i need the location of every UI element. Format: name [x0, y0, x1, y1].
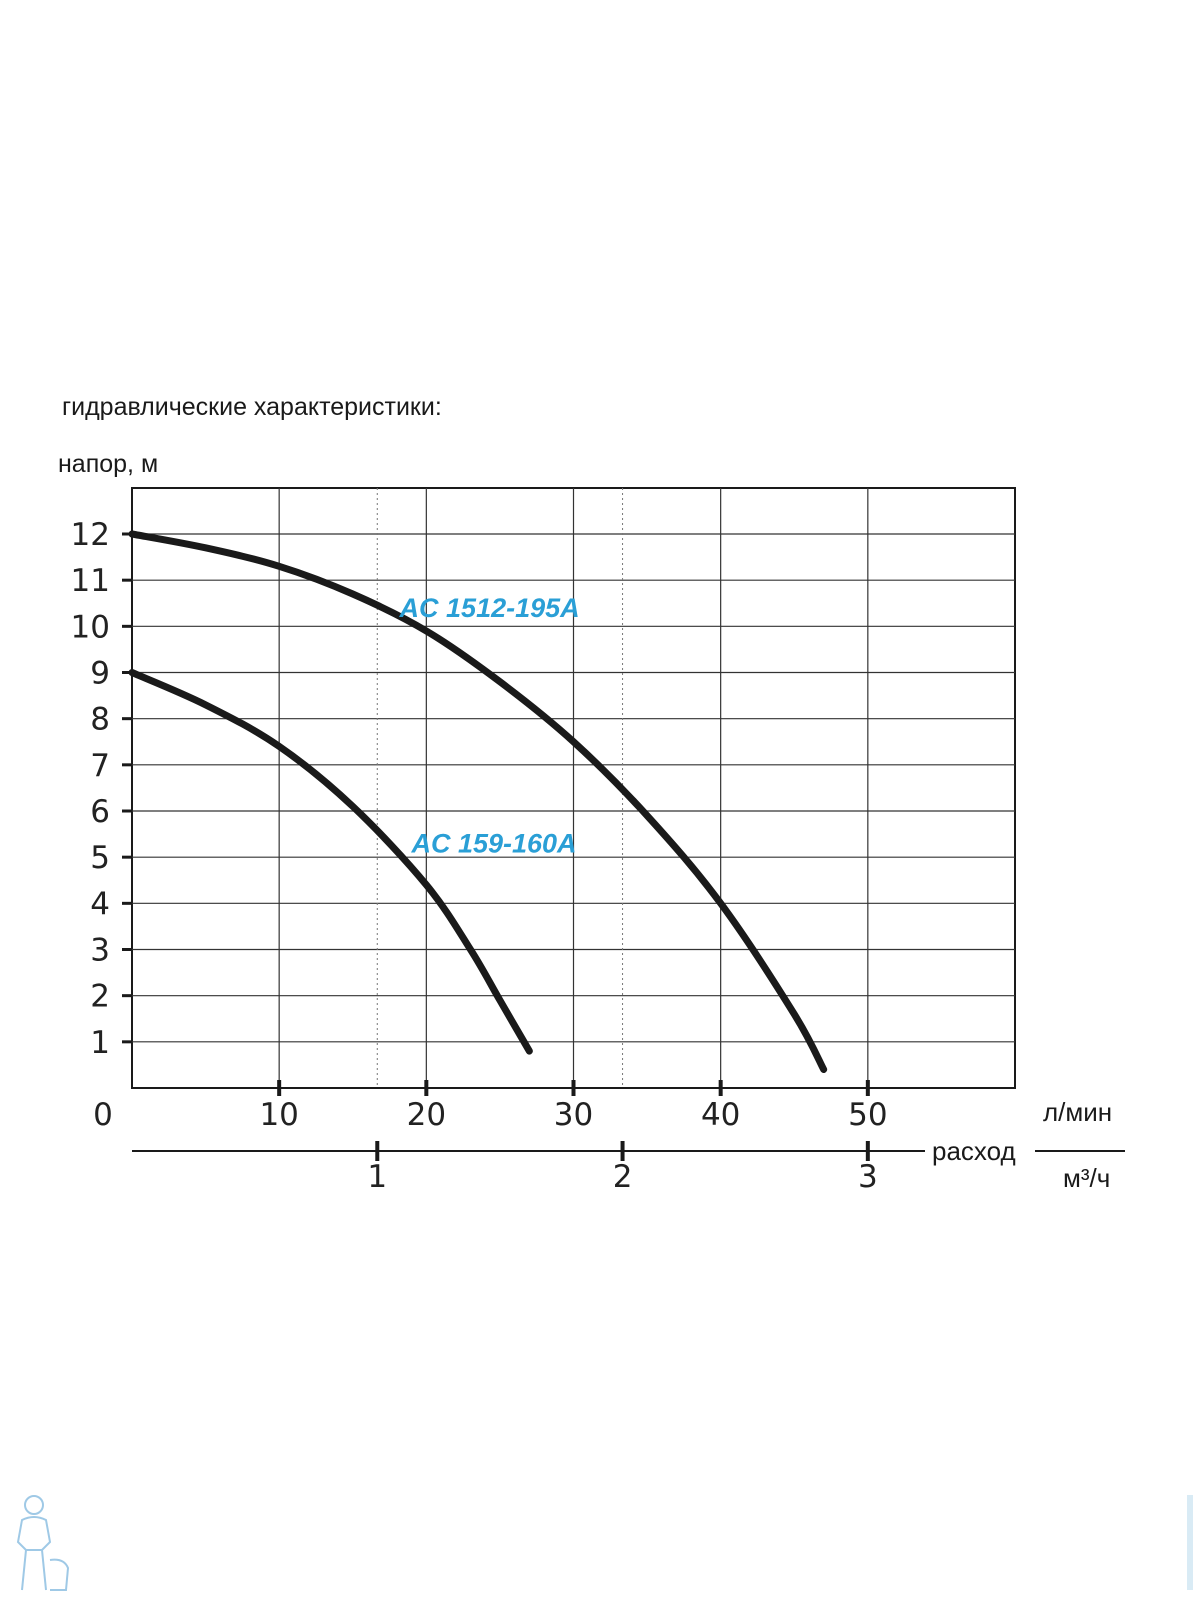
side-watermark-icon [1187, 1495, 1193, 1590]
x-ticks: 0 10 20 30 40 50 [93, 1080, 888, 1133]
secondary-axis-ticks: 1 2 3 [367, 1141, 878, 1195]
x-tick-label: 30 [554, 1097, 593, 1133]
series-labels: AC 1512-195A AC 159-160A [399, 593, 580, 858]
y-tick-label: 7 [90, 748, 110, 784]
series-curve-2 [128, 669, 533, 1055]
x-unit-secondary: м³/ч [1063, 1163, 1110, 1193]
y-tick-label: 9 [90, 656, 110, 692]
y-tick-label: 2 [90, 979, 110, 1015]
chart-title: гидравлические характеристики: [62, 393, 442, 421]
x-tick-label: 20 [407, 1097, 446, 1133]
y-tick-label: 3 [90, 933, 110, 969]
series-label-2: AC 159-160A [410, 829, 576, 859]
y-tick-label: 6 [90, 794, 110, 830]
secondary-tick-label: 1 [367, 1159, 387, 1195]
y-tick-label: 1 [90, 1025, 110, 1061]
y-tick-label: 4 [90, 886, 110, 922]
y-tick-label: 11 [71, 563, 110, 599]
y-tick-label: 10 [71, 609, 110, 645]
series-curve-1 [128, 530, 828, 1074]
series-label-1: AC 1512-195A [399, 593, 580, 623]
y-tick-label: 8 [90, 702, 110, 738]
secondary-tick-label: 3 [858, 1159, 878, 1195]
y-tick-label: 5 [90, 840, 110, 876]
mascot-watermark-icon [16, 1495, 70, 1591]
x-tick-label: 10 [259, 1097, 298, 1133]
x-tick-label: 40 [701, 1097, 740, 1133]
x-axis-label: расход [932, 1136, 1016, 1166]
x-unit-primary: л/мин [1043, 1097, 1112, 1127]
y-axis-label: напор, м [58, 450, 158, 478]
secondary-tick-label: 2 [613, 1159, 633, 1195]
x-tick-label: 50 [848, 1097, 887, 1133]
x-tick-label: 0 [93, 1097, 113, 1133]
grid [131, 487, 1016, 1089]
y-tick-label: 12 [71, 517, 110, 553]
series-curves [128, 530, 828, 1074]
